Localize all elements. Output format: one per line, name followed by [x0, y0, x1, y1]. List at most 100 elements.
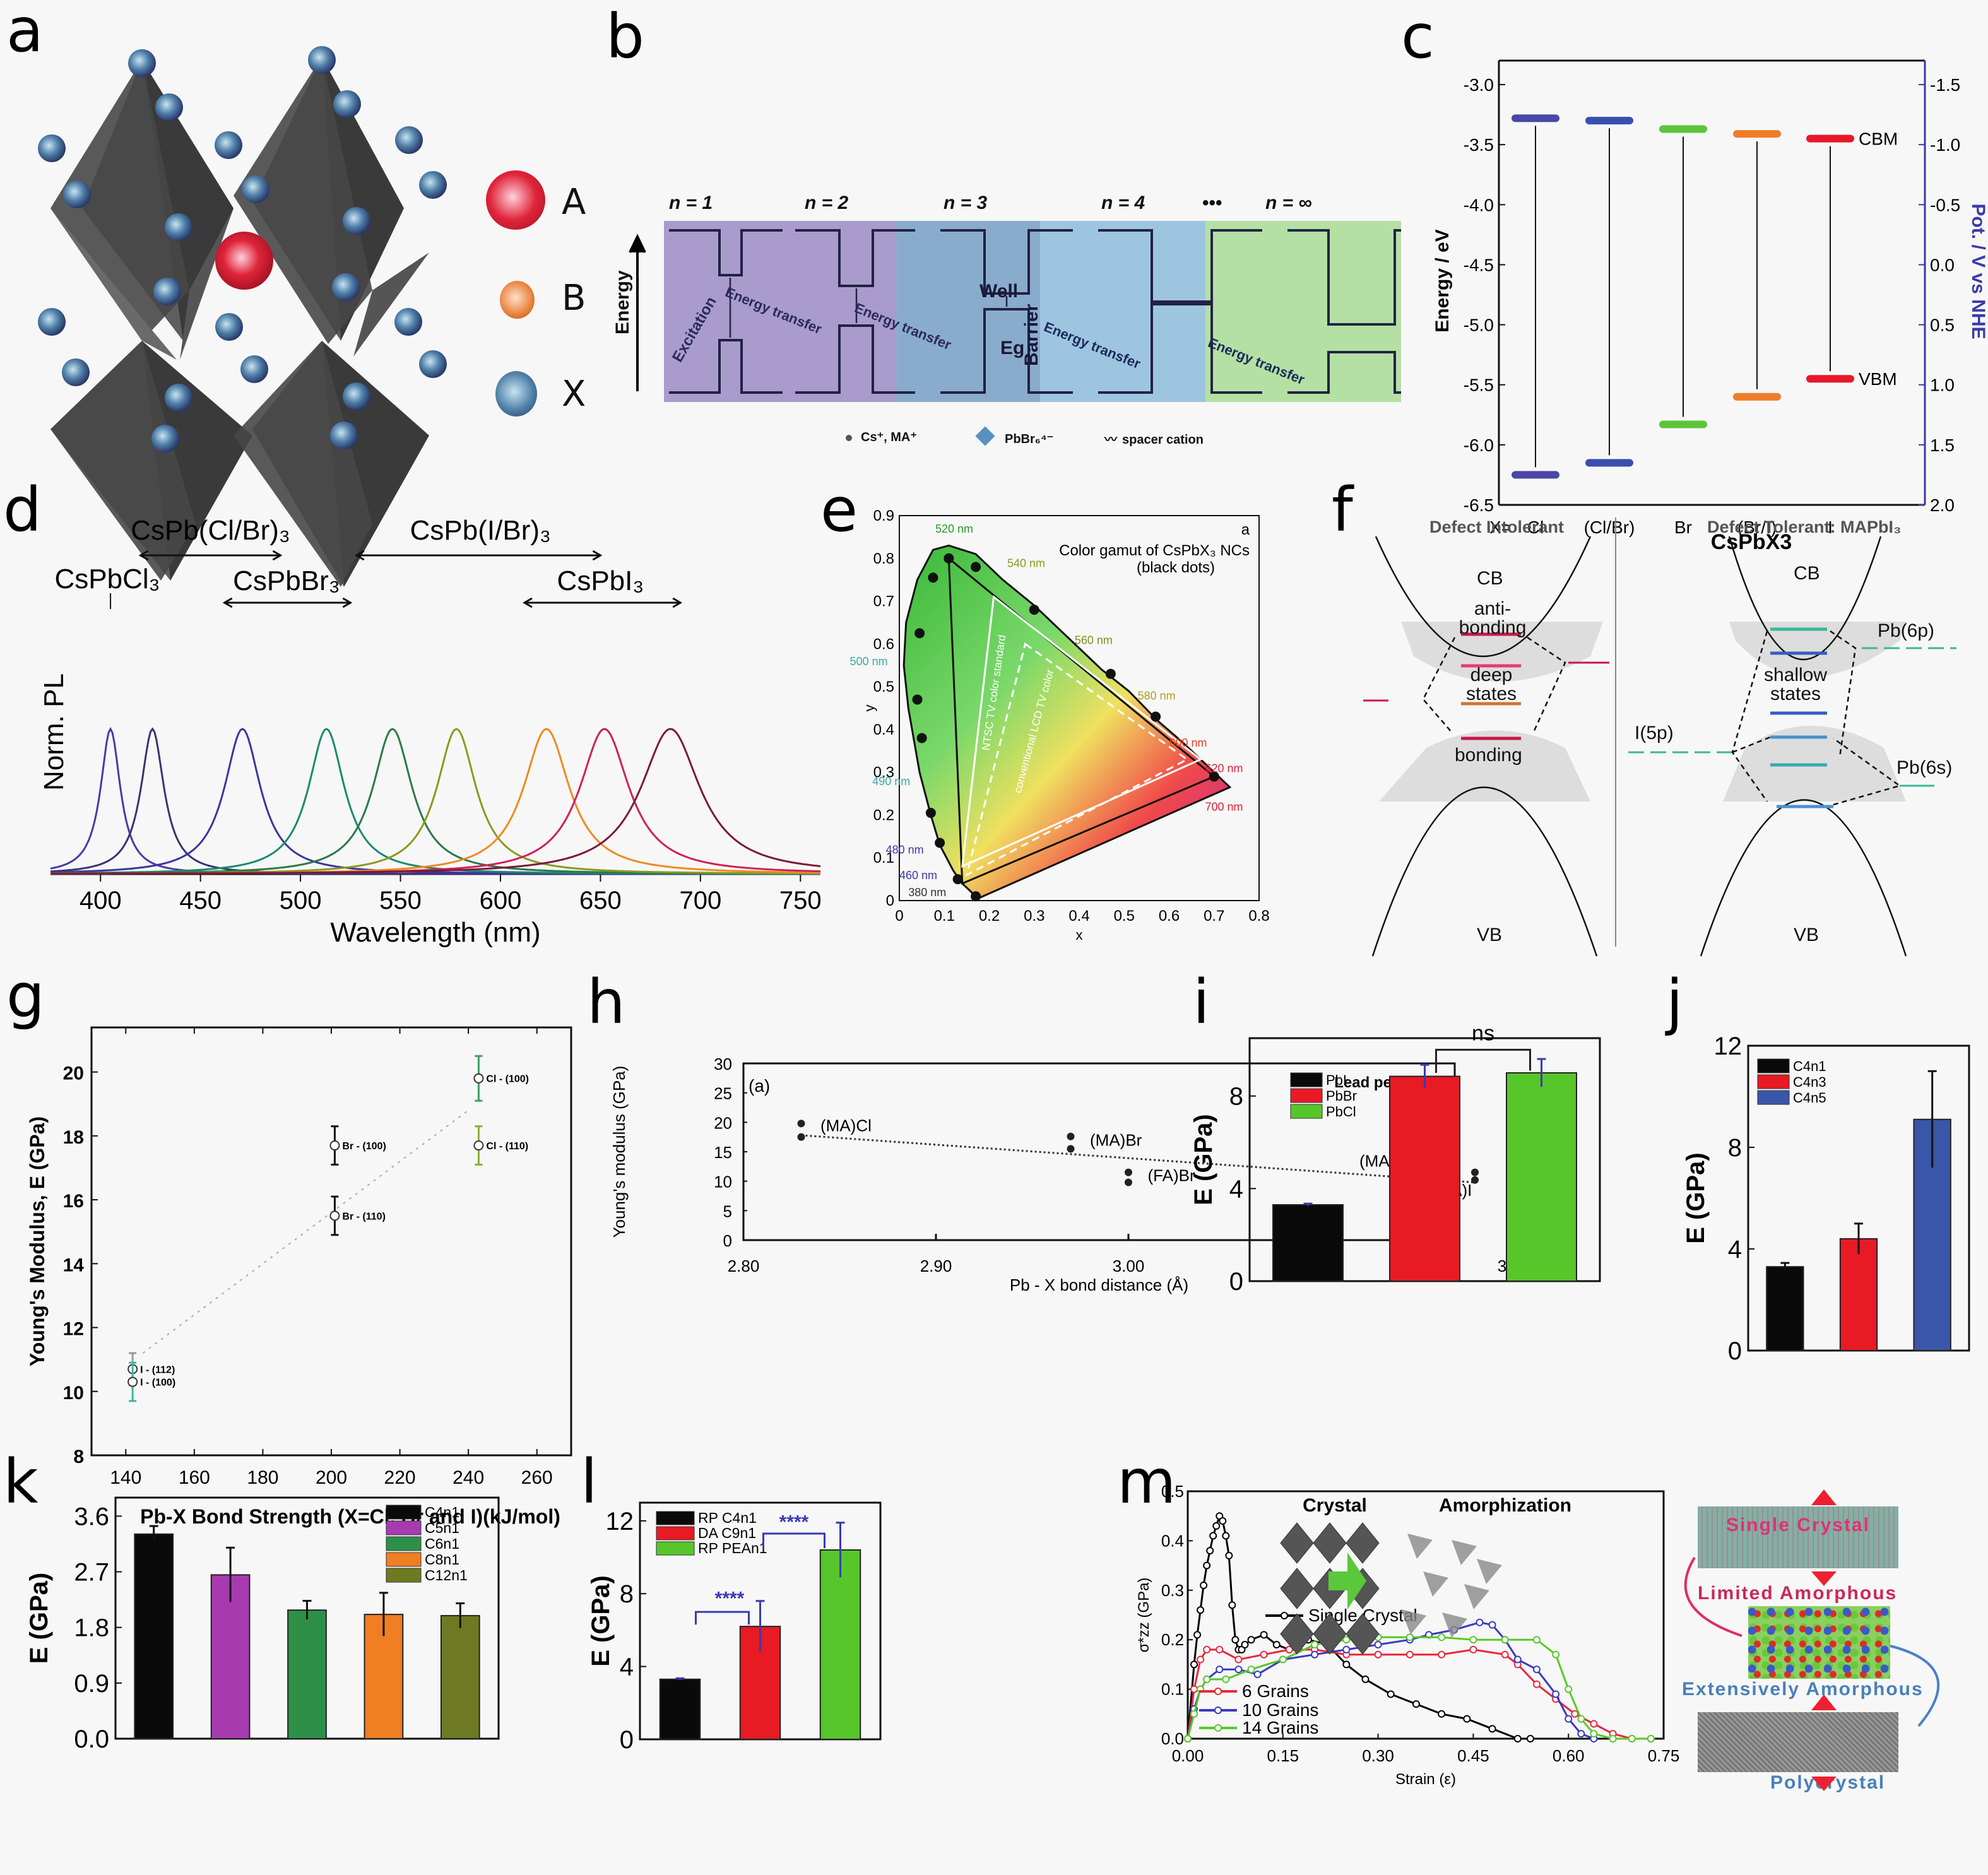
gap-arrows [729, 278, 1183, 338]
legend-marker [1214, 1724, 1222, 1732]
series-marker [1203, 1561, 1211, 1570]
panel-c: -3.0 -3.5 -4.0 -4.5 -5.0 -5.5 -6.0 -6.5 -1.5 -1.0… [1388, 0, 1988, 554]
y-tick-label: 5 [723, 1202, 732, 1221]
x-tick-label: 600 [480, 887, 522, 914]
x-tick-label: 260 [521, 1467, 553, 1488]
arrow-cspbbr3-head-l [222, 597, 233, 608]
panel-j: 0 4 8 12 E (GPa) C4n1 C4n3 C4n5 [1666, 972, 1988, 1388]
x-tick-label: 0.00 [1172, 1746, 1204, 1765]
amorphous-image [1748, 1606, 1890, 1679]
chart-e: 0 0.1 0.2 0.3 0.4 0.5 0.6 0.7 0.8 0 0.1 0.2 0.3 0.4 0.… [850, 507, 1270, 943]
defect-tolerant-title: Defect Tolerant: MAPbI₃ [1707, 518, 1902, 536]
series-marker [1279, 1655, 1287, 1664]
nc-data-point [1029, 605, 1039, 615]
bar-C4n1 [1766, 1266, 1804, 1351]
legend-label: PbI [1326, 1072, 1347, 1088]
x-tick-label: 0.45 [1457, 1746, 1489, 1765]
amorphous-fragment [1442, 1612, 1467, 1638]
y-tick-label: 0.4 [1161, 1531, 1184, 1550]
x-tick-label: 220 [384, 1467, 416, 1488]
x-tick-label: 400 [80, 887, 122, 914]
nc-data-point [1105, 668, 1116, 679]
bonding-label: bonding [1455, 745, 1522, 766]
y-tick-label: 0.8 [873, 550, 894, 567]
y-tick-label: 0 [1229, 1268, 1243, 1296]
x-axis-label: Pb - X bond distance (Å) [1010, 1275, 1188, 1294]
legend-b-swatch [500, 281, 535, 319]
y2-axis-label: Pot. / V vs NHE [1968, 203, 1988, 339]
x-axis-label: Wavelength (nm) [330, 917, 540, 948]
series-marker [1241, 1641, 1249, 1649]
wavelength-label: 540 nm [1007, 557, 1045, 569]
series-marker [1253, 1671, 1262, 1679]
y-tick-label: 12 [1714, 1032, 1742, 1060]
inset-title-crystal: Crystal [1303, 1495, 1367, 1516]
series-marker [1438, 1710, 1446, 1718]
point-label: Cl - (110) [486, 1141, 528, 1152]
corner-label: (a) [748, 1076, 770, 1096]
x-tick-label: 160 [179, 1467, 210, 1488]
y2-tick-label: 0.0 [1930, 255, 1955, 275]
plot-frame [90, 1026, 572, 1457]
y-tick-label: -3.5 [1464, 135, 1494, 155]
nc-data-point [952, 874, 963, 885]
cb-label-left: CB [1477, 568, 1503, 589]
legend-swatch [386, 1552, 422, 1567]
series-marker [1577, 1715, 1585, 1723]
wavelength-label: 580 nm [1138, 689, 1176, 702]
arrow-cspb-clbr-head-r [272, 550, 283, 561]
series-marker [1260, 1650, 1268, 1659]
series-marker [1526, 1735, 1534, 1742]
octahedron [1280, 1568, 1314, 1609]
shallow-line-2: states [1770, 683, 1821, 704]
bar-C6n1 [287, 1609, 327, 1739]
series-marker [1647, 1735, 1655, 1742]
y-tick-label: 12 [606, 1508, 634, 1535]
single-crystal-image [1698, 1506, 1898, 1568]
series-marker [1193, 1631, 1202, 1639]
x-tick-label: 550 [379, 887, 422, 914]
panel-m: 0.00 0.15 0.30 0.45 0.60 0.75 0.0 0.1 0.2 0.3 0.4 0… [1111, 1452, 1679, 1875]
amorphous-fragment [1407, 1534, 1433, 1559]
legend-swatch [1290, 1088, 1323, 1103]
panel-label-c: c [1401, 1, 1435, 72]
y-tick-label: 12 [63, 1319, 84, 1340]
series-marker [1311, 1650, 1319, 1659]
nc-data-point [925, 808, 936, 819]
point-label: Cl - (100) [486, 1074, 529, 1085]
bar-C4n1 [134, 1533, 174, 1740]
series-marker [1260, 1631, 1268, 1639]
legend-label: C8n1 [425, 1551, 459, 1568]
x-tick-label: 0.60 [1553, 1746, 1585, 1765]
series-marker [1565, 1685, 1573, 1693]
pb6p-label: Pb(6p) [1878, 620, 1935, 641]
legend-x-label: X [562, 374, 586, 415]
bar-C4n3 [1839, 1238, 1878, 1351]
nc-data-point [914, 628, 925, 639]
vb-label-left: VB [1477, 925, 1503, 945]
panel-label-g: g [6, 961, 45, 1031]
x-tick-label: 180 [247, 1467, 278, 1488]
y-axis-label: σ*zz (GPa) [1135, 1578, 1152, 1653]
amorphous-fragment [1464, 1584, 1489, 1609]
point-label: Br - (110) [342, 1211, 385, 1222]
point-label: Br - (100) [342, 1141, 386, 1152]
x-tick-label: 650 [579, 887, 622, 914]
panel-d: 400 450 500 550 600 650 700 750 Wavelength (nm) N… [0, 480, 833, 972]
panel-k: 0.0 0.9 1.8 2.7 3.6 E (GPa) C4n1 C5n1 C6n1 C8n1 C1… [0, 1452, 568, 1875]
y-tick-label: 8 [1229, 1083, 1243, 1111]
cb-label-right: CB [1794, 563, 1820, 584]
series-marker [1374, 1641, 1382, 1649]
y-tick-label: 0.2 [1161, 1630, 1184, 1649]
x-tick-label: 200 [316, 1467, 347, 1488]
panel-i: 0 4 8 E (GPa) PbI PbBr PbCl ns [1186, 972, 1666, 1388]
y-axis-label: E (GPa) [1682, 1152, 1710, 1243]
y-tick-label: -6.0 [1464, 435, 1494, 455]
y2-tick-label: 2.0 [1930, 495, 1955, 515]
series-marker [1190, 1710, 1198, 1718]
y-tick-label: 0.3 [1161, 1581, 1184, 1600]
x-tick-label: I [1828, 518, 1833, 537]
series-marker [1609, 1735, 1617, 1742]
y-tick-label: 8 [73, 1446, 84, 1467]
legend-marker [1281, 1612, 1288, 1619]
